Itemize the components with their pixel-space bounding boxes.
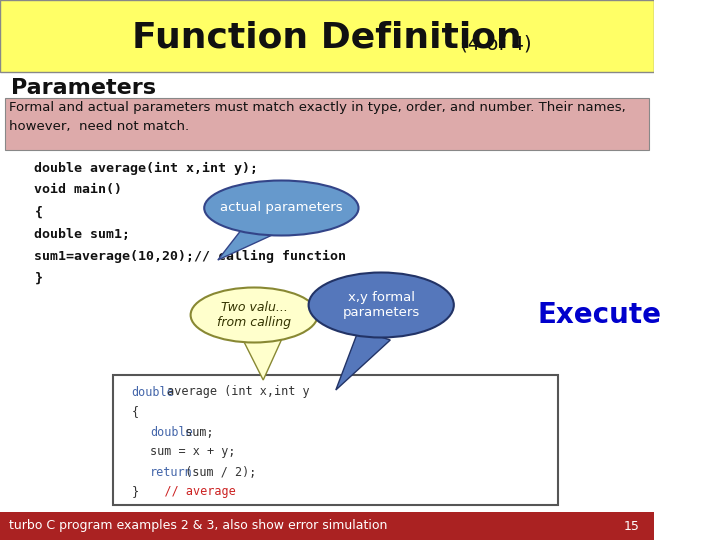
- Text: double sum1;: double sum1;: [35, 227, 130, 240]
- Text: Parameters: Parameters: [11, 78, 156, 98]
- Text: Function Definition: Function Definition: [132, 21, 521, 55]
- Text: double average(int x,int y);: double average(int x,int y);: [35, 161, 258, 174]
- FancyBboxPatch shape: [0, 0, 654, 72]
- Text: (4 of 4): (4 of 4): [454, 35, 531, 53]
- Text: Formal and actual parameters must match exactly in type, order, and number. Thei: Formal and actual parameters must match …: [9, 101, 626, 133]
- Text: Execute: Execute: [537, 301, 661, 329]
- Text: double: double: [132, 386, 174, 399]
- FancyBboxPatch shape: [114, 375, 558, 505]
- Text: actual parameters: actual parameters: [220, 201, 343, 214]
- FancyBboxPatch shape: [0, 512, 654, 540]
- Text: }: }: [132, 485, 139, 498]
- Polygon shape: [240, 335, 282, 380]
- Ellipse shape: [191, 287, 318, 342]
- Text: {: {: [35, 206, 42, 219]
- Text: 15: 15: [624, 519, 640, 532]
- Text: turbo C program examples 2 & 3, also show error simulation: turbo C program examples 2 & 3, also sho…: [9, 519, 387, 532]
- Text: average (int x,int y: average (int x,int y: [161, 386, 310, 399]
- Text: void main(): void main(): [35, 184, 122, 197]
- Text: }: }: [35, 272, 42, 285]
- Text: (sum / 2);: (sum / 2);: [179, 465, 257, 478]
- Text: double: double: [150, 426, 192, 438]
- Text: {: {: [132, 406, 139, 419]
- Polygon shape: [336, 330, 390, 390]
- Text: sum;: sum;: [179, 426, 214, 438]
- Text: Two valu...
from calling: Two valu... from calling: [217, 301, 291, 329]
- Text: return: return: [150, 465, 192, 478]
- Text: x,y formal
parameters: x,y formal parameters: [343, 291, 420, 319]
- Text: sum1=average(10,20);// calling function: sum1=average(10,20);// calling function: [35, 249, 346, 262]
- Text: sum = x + y;: sum = x + y;: [150, 446, 235, 458]
- Text: // average: // average: [136, 485, 236, 498]
- Polygon shape: [218, 225, 272, 260]
- FancyBboxPatch shape: [4, 98, 649, 150]
- Ellipse shape: [309, 273, 454, 338]
- Ellipse shape: [204, 180, 359, 235]
